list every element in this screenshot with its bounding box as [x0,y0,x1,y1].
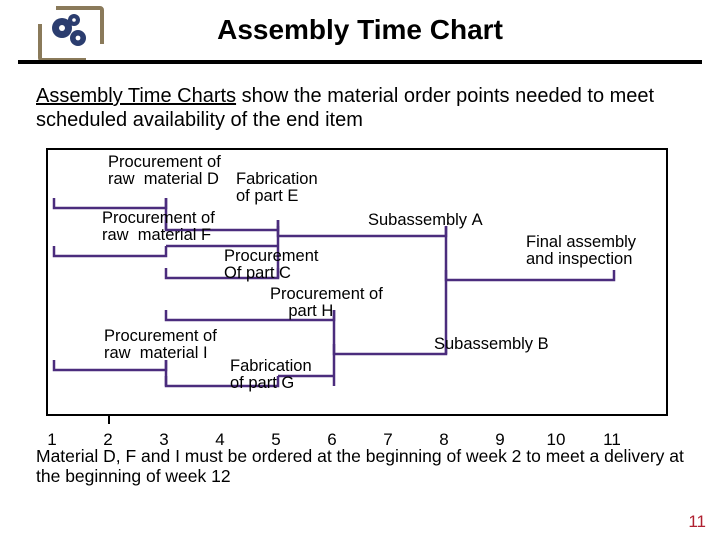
axis-tick [108,416,110,424]
label-procD: Procurement ofraw material D [108,154,221,189]
bar-subB [334,344,446,354]
label-subA: Subassembly A [368,212,483,229]
intro-underlined: Assembly Time Charts [36,85,236,107]
assembly-chart: Procurement ofraw material D Fabricationo… [46,148,668,416]
page-number: 11 [688,512,706,532]
label-procC: ProcurementOf part C [224,248,318,283]
bar-procF [54,246,166,256]
label-procI: Procurement ofraw material I [104,328,217,363]
label-fabE: Fabricationof part E [236,171,318,206]
label-procH: Procurement of part H [270,286,383,321]
footnote-text: Material D, F and I must be ordered at t… [36,446,696,486]
axis-row: 1234567891011 [46,426,668,448]
bar-final [446,270,614,280]
bar-procD [54,198,166,208]
chart-svg [48,150,666,414]
label-final: Final assemblyand inspection [526,234,636,269]
title-underline [18,60,702,64]
label-subB: Subassembly B [434,336,549,353]
slide-title: Assembly Time Chart [0,14,720,46]
slide: Assembly Time Chart Assembly Time Charts… [0,0,720,540]
intro-text: Assembly Time Charts show the material o… [36,84,676,132]
label-fabG: Fabricationof part G [230,358,312,393]
label-procF: Procurement ofraw material F [102,210,215,245]
